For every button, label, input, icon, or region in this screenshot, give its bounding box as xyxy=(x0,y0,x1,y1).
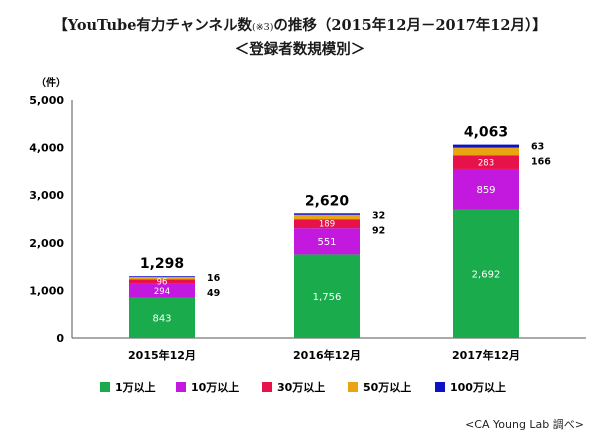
legend-swatch xyxy=(176,382,186,392)
bar-segment xyxy=(453,144,519,148)
legend-swatch xyxy=(100,382,110,392)
bar-value-label: 16 xyxy=(207,273,221,284)
bar-total-label: 4,063 xyxy=(464,125,508,141)
y-tick-label: 5,000 xyxy=(29,94,64,107)
bar-value-label: 32 xyxy=(372,210,385,221)
source-credit: <CA Young Lab 調べ> xyxy=(465,418,584,431)
bar-segment xyxy=(294,219,360,229)
bar-value-label: 843 xyxy=(152,314,171,325)
bar-segment xyxy=(453,168,519,210)
x-tick-label: 2017年12月 xyxy=(452,348,520,362)
y-tick-label: 4,000 xyxy=(29,142,64,155)
legend-swatch xyxy=(262,382,272,392)
bar-total-label: 1,298 xyxy=(140,256,184,272)
y-axis-unit-label: （件） xyxy=(36,76,66,89)
bar-segment xyxy=(129,297,195,338)
bar-value-label: 283 xyxy=(478,158,494,168)
y-tick-label: 1,000 xyxy=(29,284,64,297)
legend-swatch xyxy=(348,382,358,392)
chart-title: 【YouTube有力チャンネル数(※3)の推移（2015年12月－2017年12… xyxy=(0,14,600,35)
x-tick-label: 2015年12月 xyxy=(128,348,196,362)
legend-label: 50万以上 xyxy=(363,380,411,394)
bar-segment xyxy=(294,213,360,215)
bar-value-label: 166 xyxy=(531,157,551,168)
bar-value-label: 294 xyxy=(154,287,170,297)
title-footnote-mark: (※3) xyxy=(251,22,274,33)
y-tick-label: 2,000 xyxy=(29,237,64,250)
bar-value-label: 49 xyxy=(207,288,220,299)
title-period: の推移（2015年12月－2017年12月）】 xyxy=(273,17,547,34)
bar-value-label: 2,692 xyxy=(472,270,501,281)
bar-segment xyxy=(294,214,360,220)
bar-value-label: 551 xyxy=(317,237,336,248)
legend-label: 100万以上 xyxy=(450,380,506,394)
bar-value-label: 859 xyxy=(476,185,495,196)
bar-value-label: 63 xyxy=(531,142,544,153)
bar-value-label: 96 xyxy=(157,278,168,288)
bar-total-label: 2,620 xyxy=(305,193,350,209)
bar-segment xyxy=(453,209,519,338)
bar-segment xyxy=(294,228,360,255)
bar-segment xyxy=(453,147,519,156)
y-tick-label: 3,000 xyxy=(29,189,64,202)
legend-label: 30万以上 xyxy=(277,380,325,394)
legend-label: 10万以上 xyxy=(191,380,239,394)
bar-segment xyxy=(294,254,360,338)
bar-segment xyxy=(453,155,519,169)
bar-value-label: 189 xyxy=(319,220,335,230)
bar-value-label: 92 xyxy=(372,225,385,236)
bar-segment xyxy=(129,276,195,280)
bar-segment xyxy=(129,279,195,284)
y-tick-label: 0 xyxy=(56,332,64,345)
title-main: 【YouTube有力チャンネル数 xyxy=(53,17,252,34)
bar-segment xyxy=(129,283,195,298)
legend-swatch xyxy=(435,382,445,392)
bar-value-label: 1,756 xyxy=(313,292,342,303)
legend-label: 1万以上 xyxy=(115,380,156,394)
bar-segment xyxy=(129,276,195,277)
chart-subtitle: ＜登録者数規模別＞ xyxy=(234,41,366,58)
x-tick-label: 2016年12月 xyxy=(293,348,361,362)
